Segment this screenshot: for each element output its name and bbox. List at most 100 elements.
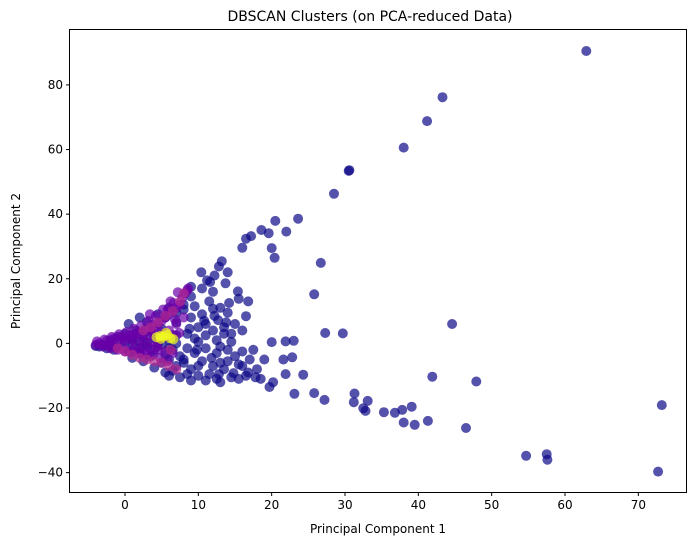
scatter-point-0-36 (320, 328, 331, 338)
scatter-point-0-100 (226, 336, 237, 347)
scatter-point-0-73 (461, 423, 471, 433)
scatter-point-1-77 (152, 341, 163, 352)
chart-title: DBSCAN Clusters (on PCA-reduced Data) (228, 9, 513, 25)
scatter-point-0-35 (226, 328, 237, 339)
scatter-point-0-160 (182, 343, 193, 354)
scatter-point-0-181 (228, 368, 239, 379)
x-tick-label-1: 10 (191, 498, 206, 512)
scatter-point-0-113 (252, 364, 262, 375)
scatter-point-0-108 (215, 302, 226, 313)
scatter-point-0-187 (209, 310, 220, 321)
scatter-point-0-103 (186, 312, 196, 323)
scatter-point-0-28 (233, 293, 244, 304)
scatter-point-0-191 (209, 270, 220, 281)
scatter-point-0-104 (204, 296, 215, 307)
scatter-point-0-12 (281, 226, 292, 237)
scatter-point-0-78 (653, 466, 664, 477)
scatter-point-1-73 (139, 335, 150, 346)
y-tick-label-5: 60 (48, 143, 63, 157)
scatter-point-0-109 (222, 307, 233, 318)
scatter-point-0-2 (422, 116, 433, 127)
plot-frame (69, 29, 687, 493)
scatter-point-0-40 (288, 335, 299, 346)
scatter-point-0-65 (360, 405, 371, 416)
scatter-point-0-29 (447, 319, 458, 329)
x-axis-ticks: 0 10 20 30 40 50 60 70 (121, 492, 646, 512)
scatter-point-0-37 (337, 328, 348, 339)
scatter-point-2-4 (153, 317, 163, 328)
scatter-point-2-0 (175, 296, 185, 307)
scatter-point-0-107 (189, 301, 200, 312)
x-tick-label-4: 40 (411, 498, 426, 512)
scatter-point-0-77 (656, 400, 667, 411)
scatter-point-0-154 (134, 312, 145, 323)
scatter-point-0-63 (362, 395, 373, 406)
y-axis-label: Principal Component 2 (9, 193, 23, 329)
scatter-point-0-115 (200, 375, 211, 386)
y-tick-label-2: 0 (55, 336, 63, 350)
x-tick-label-0: 0 (121, 498, 129, 512)
x-tick-label-7: 70 (631, 498, 646, 512)
scatter-point-0-88 (200, 330, 211, 341)
scatter-point-3-7 (155, 333, 166, 344)
scatter-point-0-16 (269, 252, 280, 263)
scatter-point-0-14 (237, 242, 248, 253)
scatter-point-0-71 (409, 419, 420, 430)
scatter-point-2-3 (160, 310, 171, 321)
scatter-point-0-48 (471, 376, 482, 387)
scatter-point-0-190 (202, 275, 213, 286)
scatter-point-0-44 (259, 354, 270, 365)
scatter-point-0-165 (222, 344, 233, 355)
scatter-point-0-21 (196, 267, 207, 278)
scatter-point-0-49 (298, 369, 309, 380)
scatter-point-0-166 (233, 359, 244, 370)
scatter-point-0-69 (398, 417, 409, 428)
scatter-point-0-162 (200, 343, 211, 354)
scatter-point-3-5 (168, 334, 179, 345)
scatter-point-0-3 (398, 142, 409, 153)
scatter-point-0-54 (250, 372, 261, 383)
scatter-point-0-101 (208, 325, 218, 336)
scatter-point-0-182 (213, 369, 224, 380)
scatter-point-0-105 (208, 286, 218, 297)
points-layer (90, 46, 667, 477)
scatter-point-0-61 (349, 388, 360, 399)
scatter-point-0-98 (230, 351, 240, 362)
scatter-point-1-64 (178, 312, 189, 323)
y-axis-ticks: −40 −20 0 20 40 60 80 (38, 78, 70, 480)
scatter-point-2-15 (171, 364, 182, 375)
scatter-point-0-159 (164, 370, 174, 381)
scatter-point-0-0 (581, 46, 592, 56)
scatter-point-0-74 (521, 450, 532, 461)
scatter-point-0-13 (263, 228, 274, 239)
scatter-point-0-111 (237, 325, 248, 336)
scatter-point-0-68 (397, 404, 408, 415)
y-tick-label-1: −20 (38, 401, 63, 415)
scatter-point-0-168 (193, 361, 204, 371)
scatter-point-2-6 (138, 325, 149, 336)
scatter-point-0-112 (244, 354, 255, 365)
scatter-point-0-47 (427, 371, 438, 382)
scatter-point-0-106 (197, 283, 207, 294)
scatter-point-0-66 (378, 407, 389, 418)
scatter-point-0-161 (189, 333, 200, 344)
scatter-point-0-19 (213, 261, 224, 272)
scatter-point-0-188 (221, 317, 232, 328)
scatter-point-0-42 (278, 354, 289, 365)
scatter-point-1-56 (105, 337, 116, 348)
scatter-point-0-25 (232, 286, 243, 297)
scatter-point-0-20 (222, 267, 233, 278)
scatter-point-1-70 (118, 333, 129, 344)
scatter-point-0-41 (248, 344, 259, 355)
scatter-point-0-164 (219, 328, 229, 339)
scatter-point-0-167 (215, 357, 226, 368)
scatter-point-2-16 (165, 344, 176, 355)
scatter-point-0-138 (175, 372, 185, 383)
scatter-point-0-39 (280, 336, 291, 347)
scatter-point-2-1 (178, 288, 189, 299)
scatter-point-0-5 (343, 165, 354, 176)
x-tick-label-2: 20 (264, 498, 279, 512)
scatter-point-0-8 (270, 215, 281, 226)
scatter-point-0-6 (329, 188, 339, 199)
